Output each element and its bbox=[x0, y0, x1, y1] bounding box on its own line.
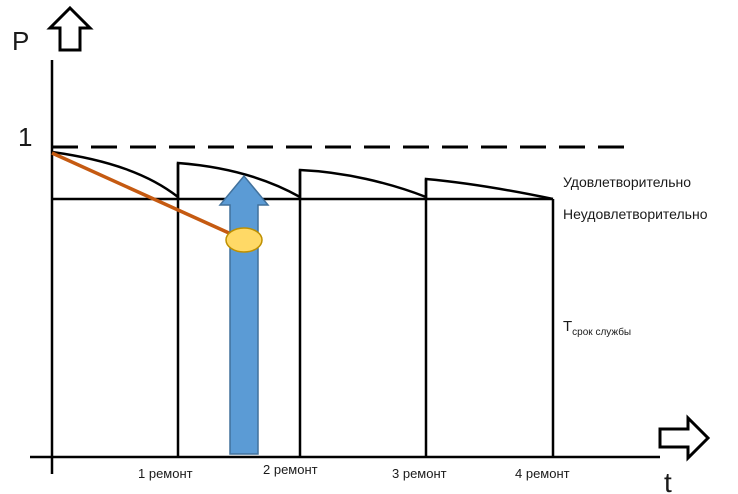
repair-label-2: 2 ремонт bbox=[263, 462, 318, 477]
satisfactory-label: Удовлетворительно bbox=[563, 174, 691, 190]
service-life-label: Tсрок службы bbox=[563, 318, 631, 338]
service-life-main: T bbox=[563, 318, 572, 335]
threshold-marker bbox=[225, 227, 263, 253]
repair-label-4: 4 ремонт bbox=[515, 466, 570, 481]
y-axis-label: P bbox=[12, 26, 29, 56]
repair-boost-arrow-icon bbox=[218, 174, 270, 455]
x-axis-arrow-icon bbox=[658, 414, 711, 462]
service-life-subscript: срок службы bbox=[572, 326, 631, 338]
degradation-trend-line bbox=[51, 151, 241, 240]
unsatisfactory-label: Неудовлетворительно bbox=[563, 206, 708, 222]
y-axis-arrow-icon bbox=[46, 5, 94, 52]
repair-label-3: 3 ремонт bbox=[392, 466, 447, 481]
reliability-curve bbox=[51, 150, 554, 201]
repair-label-1: 1 ремонт bbox=[138, 466, 193, 481]
y-tick-one: 1 bbox=[18, 122, 32, 152]
x-axis-label: t bbox=[664, 467, 672, 494]
